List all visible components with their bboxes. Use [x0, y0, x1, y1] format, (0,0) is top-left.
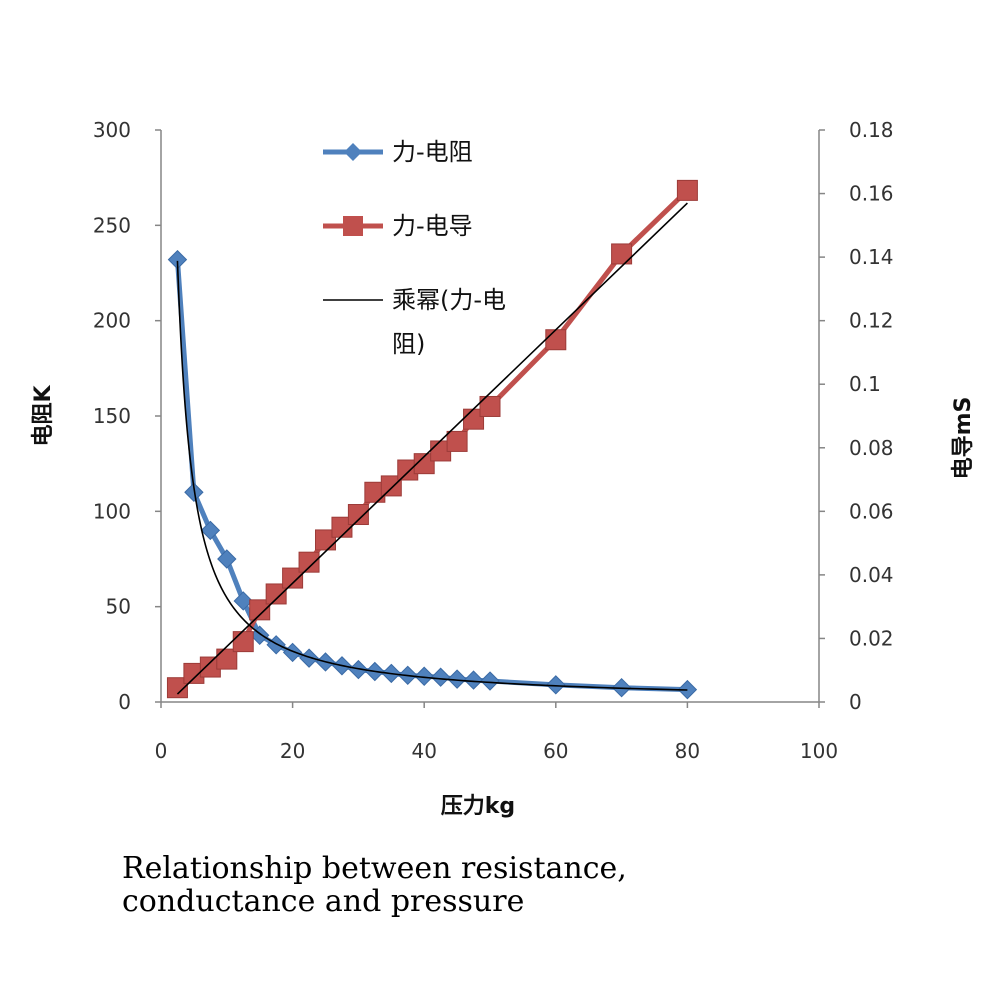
resistance-point [414, 666, 434, 686]
conductance-point [249, 599, 271, 621]
x-tick-label: 60 [543, 739, 568, 763]
legend-label-conductance: 力-电导 [392, 212, 473, 240]
legend-label-trendline-line1: 乘幂(力-电 [392, 286, 506, 314]
y-left-axis-title: 电阻K [31, 385, 56, 447]
y-right-tick-label: 0.16 [849, 182, 894, 206]
y-right-tick-label: 0.14 [849, 245, 894, 269]
conductance-point [611, 243, 633, 265]
y-left-tick-label: 250 [93, 213, 131, 237]
resistance-point [348, 659, 369, 680]
resistance-point [463, 670, 484, 690]
conductance-point [380, 475, 402, 497]
resistance-point [299, 648, 319, 668]
y-right-tick-label: 0.12 [849, 309, 894, 333]
conductance-point [347, 504, 369, 526]
conductance-point [216, 648, 238, 670]
x-tick-label: 0 [155, 739, 168, 763]
resistance-point [282, 642, 303, 663]
resistance-point [200, 520, 221, 541]
resistance-point [430, 667, 451, 687]
caption-line-2: conductance and pressure [122, 884, 525, 919]
resistance-point [266, 635, 286, 655]
legend-swatch-resistance-marker [344, 143, 362, 161]
axes: 0 20 40 60 80 100 0 50 100 150 200 250 300 0 0.02 0.04 0… [31, 118, 976, 819]
x-axis-title: 压力kg [441, 794, 515, 819]
x-tick-label: 20 [280, 739, 305, 763]
power-trendline [176, 260, 688, 691]
y-right-axis-title: 电导mS [951, 397, 976, 480]
resistance-point [480, 671, 500, 691]
y-left-tick-label: 150 [93, 404, 131, 428]
conductance-point [479, 395, 501, 417]
resistance-point [233, 591, 253, 611]
y-right-tick-label: 0.18 [849, 118, 894, 142]
conductance-point [676, 179, 698, 201]
y-left-tick-label: 100 [93, 499, 131, 523]
conductance-point [265, 583, 287, 605]
conductance-point [232, 631, 254, 653]
conductance-point [331, 516, 353, 538]
linear-trendline [176, 202, 688, 695]
conductance-point [446, 430, 468, 452]
conductance-point [298, 551, 320, 573]
y-right-tick-label: 0.08 [849, 436, 894, 460]
y-left-tick-label: 0 [118, 690, 131, 714]
legend-label-trendline-line2: 阻) [392, 330, 425, 358]
conductance-point [413, 453, 435, 475]
conductance-point [282, 567, 304, 589]
conductance-point [545, 329, 567, 351]
y-right-tick-label: 0.06 [849, 499, 894, 523]
resistance-point [546, 675, 566, 695]
resistance-point [447, 669, 467, 689]
y-right-tick-label: 0.02 [849, 626, 894, 650]
series-group [166, 179, 698, 700]
y-left-tick-label: 300 [93, 118, 131, 142]
legend-label-resistance: 力-电阻 [392, 138, 473, 166]
conductance-point [315, 529, 336, 551]
y-right-tick-label: 0 [849, 690, 862, 714]
resistance-point [217, 549, 237, 569]
legend-swatch-conductance-marker [343, 216, 363, 236]
x-tick-label: 100 [800, 739, 838, 763]
y-right-tick-label: 0.04 [849, 563, 894, 587]
y-left-tick-label: 200 [93, 309, 131, 333]
figure-caption: Relationship between resistance, conduct… [122, 852, 882, 918]
caption-line-1: Relationship between resistance, [122, 851, 627, 886]
y-left-tick-label: 50 [106, 595, 131, 619]
x-tick-label: 40 [411, 739, 436, 763]
y-right-tick-label: 0.1 [849, 372, 881, 396]
conductance-point [166, 677, 188, 699]
x-tick-label: 80 [675, 739, 700, 763]
